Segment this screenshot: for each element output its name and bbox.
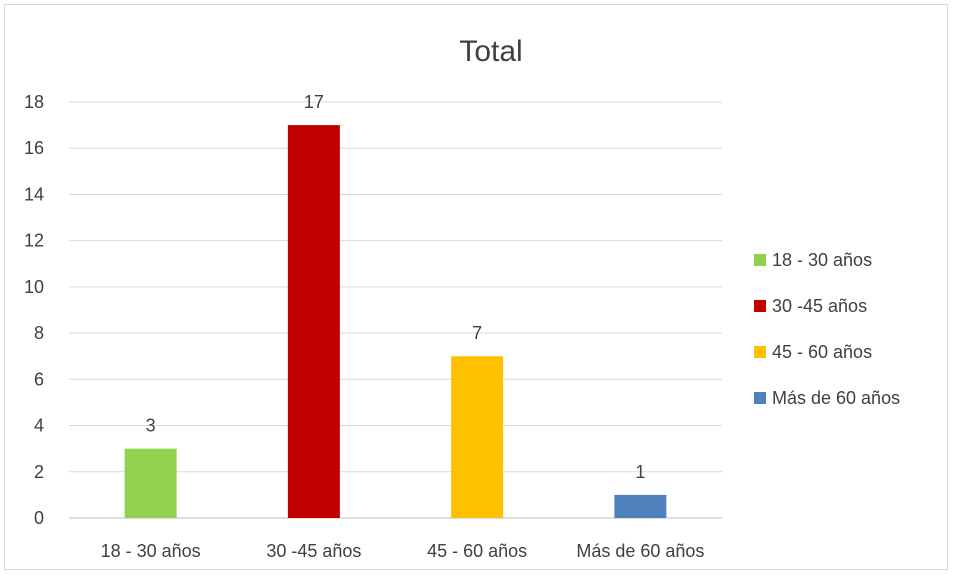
grid-layer [69,101,722,519]
legend-swatch [754,254,766,266]
legend-item: 45 - 60 años [754,342,872,362]
legend-item: 18 - 30 años [754,250,872,270]
bars [124,125,667,518]
y-tick-label: 0 [34,508,44,528]
y-tick-label: 12 [24,231,44,251]
y-tick-label: 10 [24,277,44,297]
data-label: 17 [304,92,324,112]
bar [287,125,340,518]
x-tick-label: 18 - 30 años [101,541,201,561]
data-labels: 3 17 7 1 [146,92,646,482]
y-tick-label: 18 [24,92,44,112]
y-tick-label: 14 [24,184,44,204]
legend-item: 30 -45 años [754,296,867,316]
data-label: 1 [635,462,645,482]
y-axis: 0 2 4 6 8 10 12 14 16 18 [24,92,44,528]
y-tick-label: 6 [34,369,44,389]
legend-label: Más de 60 años [772,388,900,408]
y-tick-label: 4 [34,416,44,436]
legend: 18 - 30 años 30 -45 años 45 - 60 años Más d… [754,250,900,408]
bar [124,448,177,518]
y-tick-label: 8 [34,323,44,343]
data-label: 7 [472,323,482,343]
data-label: 3 [146,416,156,436]
legend-item: Más de 60 años [754,388,900,408]
y-tick-label: 16 [24,138,44,158]
x-tick-label: Más de 60 años [576,541,704,561]
x-axis: 18 - 30 años 30 -45 años 45 - 60 años Más d… [101,541,705,561]
legend-swatch [754,346,766,358]
x-tick-label: 30 -45 años [266,541,361,561]
y-tick-label: 2 [34,462,44,482]
bar [614,494,667,518]
legend-label: 18 - 30 años [772,250,872,270]
x-tick-label: 45 - 60 años [427,541,527,561]
legend-swatch [754,300,766,312]
chart-title: Total [459,35,522,68]
bar [451,356,504,518]
legend-label: 30 -45 años [772,296,867,316]
legend-swatch [754,392,766,404]
legend-label: 45 - 60 años [772,342,872,362]
